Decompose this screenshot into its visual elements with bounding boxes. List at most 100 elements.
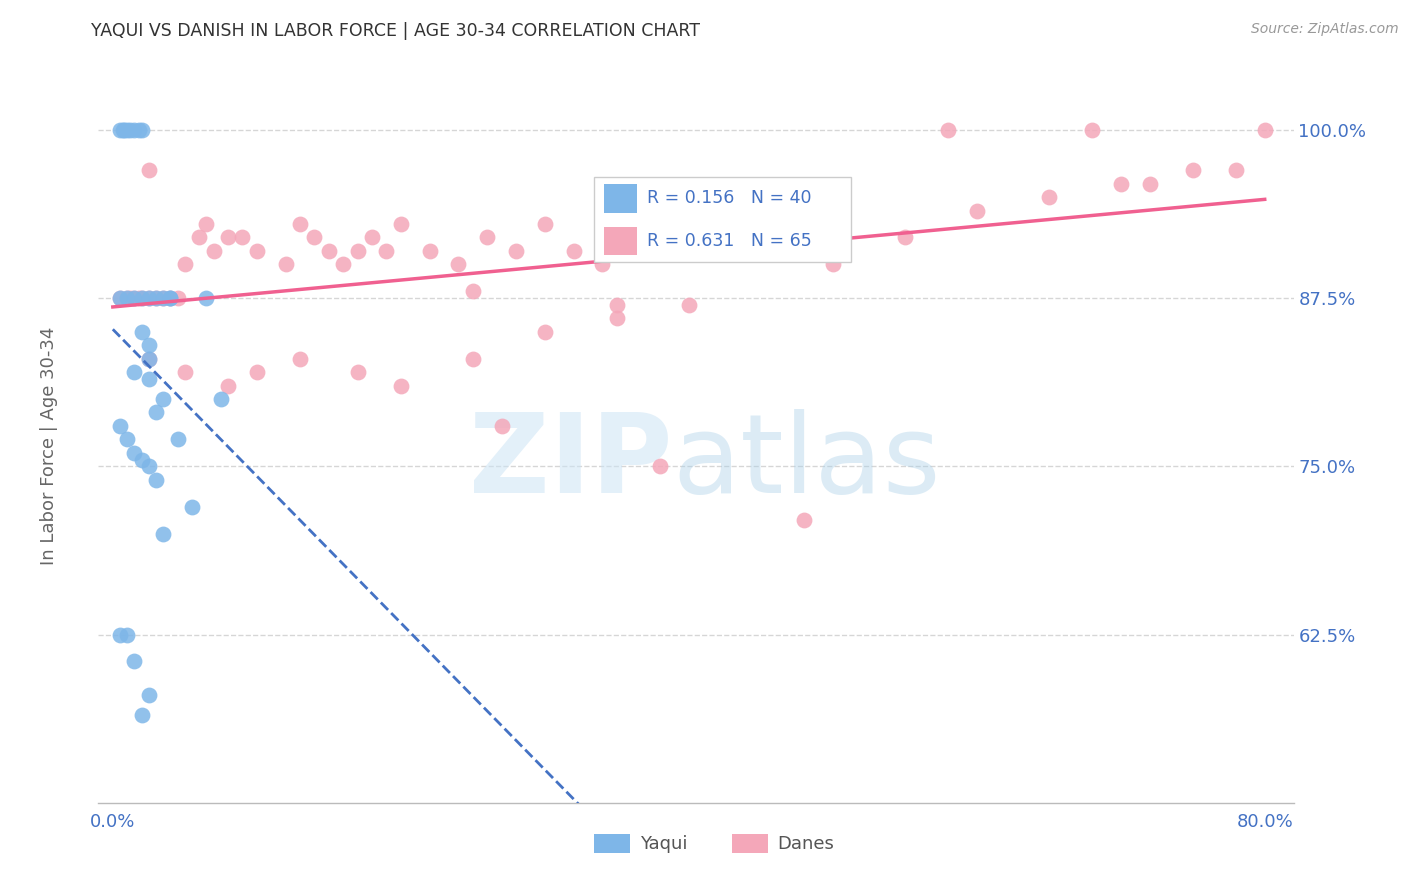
Point (159, 291, 181, 305)
Point (131, 452, 153, 467)
Point (1181, 163, 1204, 178)
FancyBboxPatch shape (605, 185, 637, 212)
Point (111, 122, 134, 136)
Point (332, 257, 354, 271)
Point (188, 230, 211, 244)
Point (152, 526, 174, 541)
Point (124, 655, 146, 669)
Point (108, 291, 131, 305)
Point (533, 325, 555, 339)
Point (606, 298, 628, 312)
Text: R = 0.631   N = 65: R = 0.631 N = 65 (647, 232, 811, 250)
Point (793, 513, 815, 527)
Point (152, 291, 174, 305)
Point (138, 459, 160, 474)
FancyBboxPatch shape (595, 178, 852, 262)
FancyBboxPatch shape (733, 834, 768, 853)
Point (375, 244, 398, 258)
Point (115, 122, 138, 136)
Point (648, 459, 671, 474)
Point (202, 244, 225, 258)
Point (138, 163, 160, 178)
Point (124, 365, 146, 379)
Point (138, 351, 160, 366)
Point (112, 122, 135, 136)
Text: Source: ZipAtlas.com: Source: ZipAtlas.com (1251, 22, 1399, 37)
Point (181, 500, 204, 514)
Text: R = 0.156   N = 40: R = 0.156 N = 40 (647, 189, 811, 208)
Point (131, 708, 153, 723)
FancyBboxPatch shape (595, 834, 630, 853)
Point (124, 446, 146, 460)
Point (120, 122, 142, 136)
Point (288, 351, 311, 366)
Point (461, 351, 484, 366)
Point (1038, 190, 1060, 204)
Point (108, 122, 131, 136)
Point (678, 298, 700, 312)
Text: YAQUI VS DANISH IN LABOR FORCE | AGE 30-34 CORRELATION CHART: YAQUI VS DANISH IN LABOR FORCE | AGE 30-… (91, 22, 700, 40)
Point (124, 291, 146, 305)
Point (128, 122, 150, 136)
Point (361, 230, 384, 244)
Text: ZIP: ZIP (468, 409, 672, 516)
Point (120, 291, 142, 305)
Point (606, 311, 628, 326)
Point (131, 122, 153, 136)
Point (145, 405, 167, 419)
Point (138, 291, 160, 305)
Point (591, 257, 613, 271)
Point (138, 291, 160, 305)
Point (246, 244, 269, 258)
Point (124, 291, 146, 305)
FancyBboxPatch shape (605, 227, 637, 255)
Point (159, 291, 181, 305)
Point (461, 285, 484, 299)
Point (491, 418, 513, 433)
Point (145, 473, 167, 487)
Point (217, 378, 239, 392)
Point (195, 217, 218, 231)
Point (173, 257, 195, 271)
Point (620, 230, 643, 244)
Point (152, 291, 174, 305)
Text: Yaqui: Yaqui (640, 835, 688, 853)
Point (1225, 163, 1247, 178)
Point (389, 378, 412, 392)
Point (145, 291, 167, 305)
Point (477, 230, 499, 244)
Point (821, 257, 844, 271)
Point (648, 244, 671, 258)
Point (533, 217, 555, 231)
Point (128, 291, 150, 305)
Point (678, 217, 700, 231)
Point (131, 291, 153, 305)
Point (115, 291, 138, 305)
Point (124, 122, 146, 136)
Point (419, 244, 441, 258)
Text: In Labor Force | Age 30-34: In Labor Force | Age 30-34 (41, 326, 58, 566)
Point (346, 365, 368, 379)
Text: Danes: Danes (778, 835, 834, 853)
Point (131, 291, 153, 305)
Point (389, 217, 412, 231)
Point (966, 203, 988, 218)
Point (1081, 122, 1104, 136)
Point (288, 217, 311, 231)
Point (346, 244, 368, 258)
Point (562, 244, 585, 258)
Point (1254, 122, 1277, 136)
Point (274, 257, 297, 271)
Point (108, 291, 131, 305)
Point (217, 230, 239, 244)
Point (231, 230, 253, 244)
Point (893, 230, 915, 244)
Point (145, 291, 167, 305)
Point (505, 244, 527, 258)
Point (138, 688, 160, 702)
Point (195, 291, 218, 305)
Text: atlas: atlas (672, 409, 941, 516)
Point (1109, 177, 1132, 191)
Point (304, 230, 326, 244)
Point (108, 418, 131, 433)
